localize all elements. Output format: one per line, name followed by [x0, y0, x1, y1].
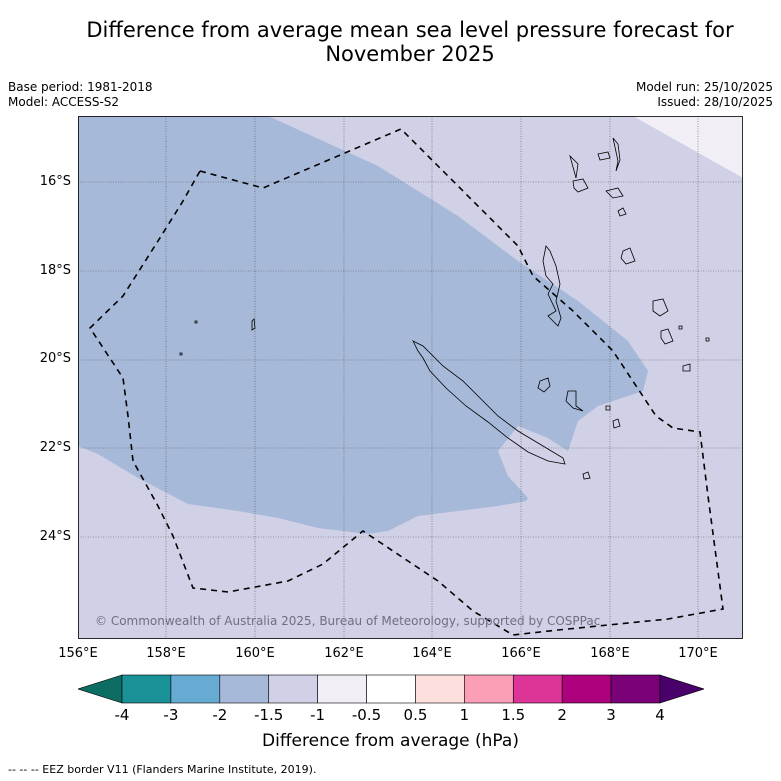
lon-label-156e: 156°E	[58, 646, 98, 661]
lon-label-160e: 160°E	[235, 646, 275, 661]
footnote: -- -- -- EEZ border V11 (Flanders Marine…	[8, 763, 317, 776]
lon-label-158e: 158°E	[146, 646, 186, 661]
island	[617, 207, 627, 217]
coastlines	[179, 137, 710, 480]
colorbar-bin-3	[268, 674, 318, 704]
colorbar-title: Difference from average (hPa)	[262, 731, 519, 751]
island	[612, 418, 621, 429]
island	[251, 318, 256, 331]
copyright-notice: © Commonwealth of Australia 2025, Bureau…	[95, 614, 601, 628]
island	[660, 328, 674, 345]
map-panel	[78, 116, 743, 639]
model-run: Model run: 25/10/2025	[635, 80, 773, 94]
map-svg	[78, 116, 743, 639]
meta-left: Base period: 1981-2018 Model: ACCESS-S2	[8, 80, 153, 110]
island	[682, 363, 691, 372]
colorbar	[77, 673, 705, 705]
base-period: Base period: 1981-2018	[8, 80, 153, 94]
eez-border	[88, 128, 724, 636]
lat-label-24s: 24°S	[39, 529, 71, 544]
colorbar-tick-label: 1.5	[501, 706, 526, 724]
island	[652, 298, 669, 317]
lat-label-16s: 16°S	[39, 174, 71, 189]
graticule	[78, 116, 743, 639]
map-frame	[78, 116, 743, 639]
island	[565, 390, 584, 412]
colorbar-bin-9	[561, 674, 612, 704]
island	[678, 325, 683, 330]
lon-label-168e: 168°E	[590, 646, 630, 661]
colorbar-bin-2	[219, 674, 270, 704]
region-minus2-to-minus1.5	[78, 116, 648, 534]
island	[605, 187, 624, 199]
island	[569, 154, 579, 179]
colorbar-tick-label: -4	[114, 706, 130, 724]
issued-date: Issued: 28/10/2025	[657, 95, 773, 109]
lat-label-18s: 18°S	[39, 263, 71, 278]
lat-label-22s: 22°S	[39, 440, 71, 455]
colorbar-tick-label: 1	[459, 706, 470, 724]
island	[605, 405, 611, 411]
lon-label-164e: 164°E	[412, 646, 452, 661]
meta-right: Model run: 25/10/2025 Issued: 28/10/2025	[636, 80, 773, 110]
title-line-1: Difference from average mean sea level p…	[86, 18, 734, 42]
island	[705, 337, 710, 342]
island	[620, 247, 636, 265]
colorbar-under-arrow	[77, 674, 123, 704]
island	[194, 320, 198, 324]
island	[582, 471, 591, 480]
colorbar-bin-7	[464, 674, 514, 704]
region-minus1-to-minus0.5	[633, 116, 743, 178]
new-caledonia-island	[412, 340, 566, 465]
colorbar-tick-label: 4	[655, 706, 665, 724]
colorbar-bin-0	[121, 674, 172, 704]
island	[572, 178, 589, 193]
island	[179, 352, 183, 356]
title-line-2: November 2025	[325, 42, 495, 66]
colorbar-bin-6	[415, 674, 465, 704]
colorbar-tick-label: -2	[212, 706, 228, 724]
model-name: Model: ACCESS-S2	[8, 95, 120, 109]
colorbar-tick-label: 3	[606, 706, 616, 724]
island	[612, 137, 621, 172]
colorbar-bin-10	[610, 674, 661, 704]
colorbar-bin-1	[170, 674, 221, 704]
colorbar-bin-8	[512, 674, 563, 704]
colorbar-tick-label: -0.5	[351, 706, 382, 724]
colorbar-svg	[77, 674, 705, 704]
colorbar-tick-label: 0.5	[403, 706, 428, 724]
lon-label-166e: 166°E	[501, 646, 541, 661]
colorbar-tick-label: 2	[557, 706, 567, 724]
vanuatu-island	[542, 245, 562, 327]
map-title: Difference from average mean sea level p…	[40, 18, 780, 66]
lat-label-20s: 20°S	[39, 351, 71, 366]
island	[537, 377, 551, 393]
colorbar-bin-5	[366, 674, 416, 704]
colorbar-over-arrow	[659, 674, 705, 704]
island	[597, 151, 611, 161]
lon-label-162e: 162°E	[324, 646, 364, 661]
colorbar-tick-label: -1	[310, 706, 326, 724]
colorbar-tick-label: -1.5	[254, 706, 284, 724]
lon-label-170e: 170°E	[678, 646, 718, 661]
colorbar-tick-label: -3	[163, 706, 179, 724]
colorbar-bin-4	[317, 674, 367, 704]
